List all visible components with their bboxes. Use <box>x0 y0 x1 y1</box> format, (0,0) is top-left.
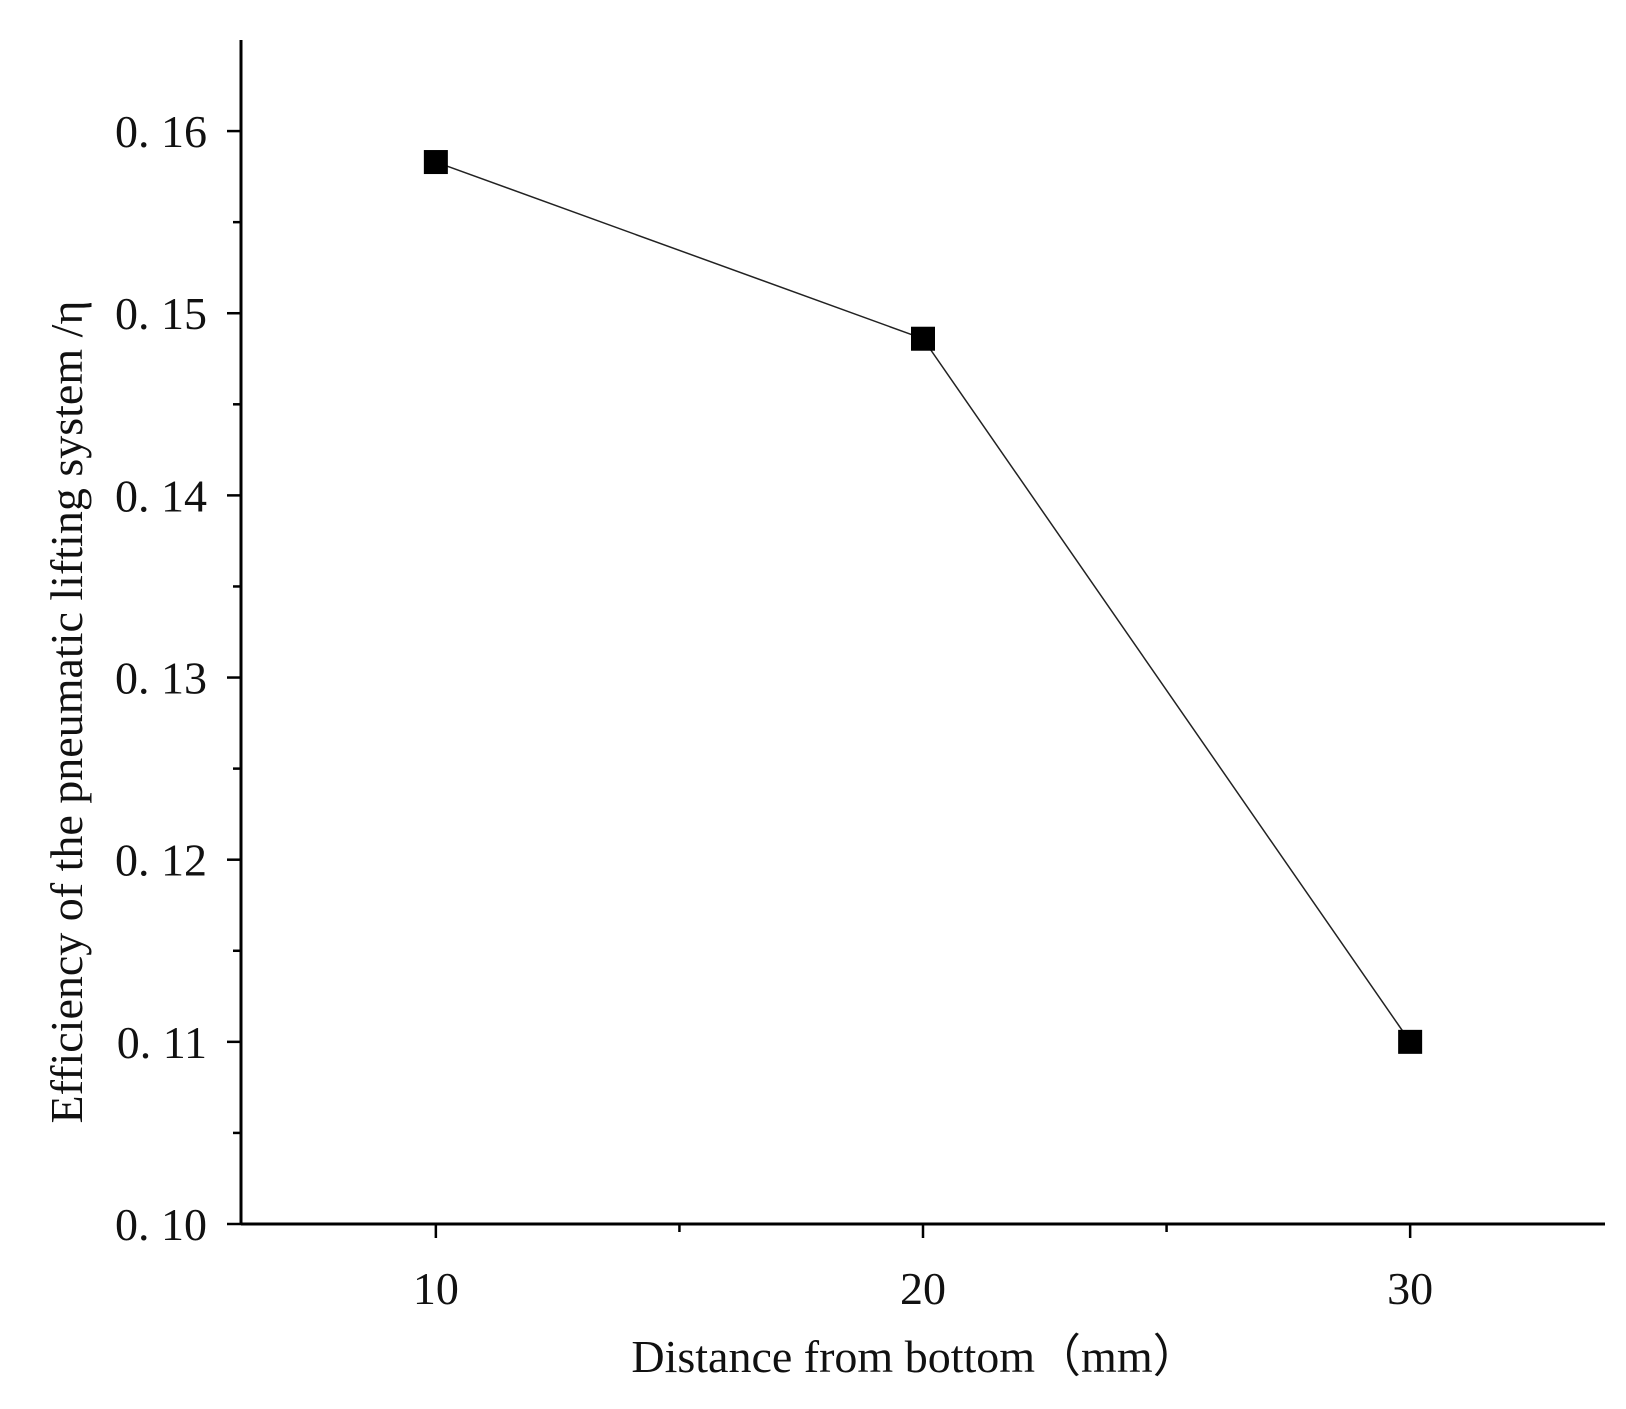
y-tick-label: 0. 12 <box>115 835 207 886</box>
y-tick-label: 0. 15 <box>115 288 207 339</box>
y-axis-title: Efficiency of the pneumatic lifting syst… <box>41 301 92 1124</box>
y-tick-label: 0. 14 <box>115 470 207 521</box>
x-axis-ticks: 10 20 30 <box>413 1224 1433 1314</box>
x-tick-label: 30 <box>1387 1263 1433 1314</box>
x-tick-label: 10 <box>413 1263 459 1314</box>
y-tick-label: 0. 10 <box>115 1199 207 1250</box>
data-point-marker <box>911 326 935 351</box>
x-axis-title: Distance from bottom（mm） <box>631 1331 1198 1382</box>
series-group <box>423 150 1423 1054</box>
y-tick-label: 0. 13 <box>115 653 207 704</box>
y-tick-label: 0. 16 <box>115 106 207 157</box>
y-tick-label: 0. 11 <box>117 1017 207 1068</box>
y-axis-ticks: 0. 10 0. 11 0. 12 0. 13 0. 14 0. 15 0. 16 <box>115 106 241 1250</box>
data-point-marker <box>423 150 448 175</box>
data-point-marker <box>1398 1029 1423 1054</box>
series-line <box>435 161 1411 1043</box>
x-tick-label: 20 <box>900 1263 946 1314</box>
